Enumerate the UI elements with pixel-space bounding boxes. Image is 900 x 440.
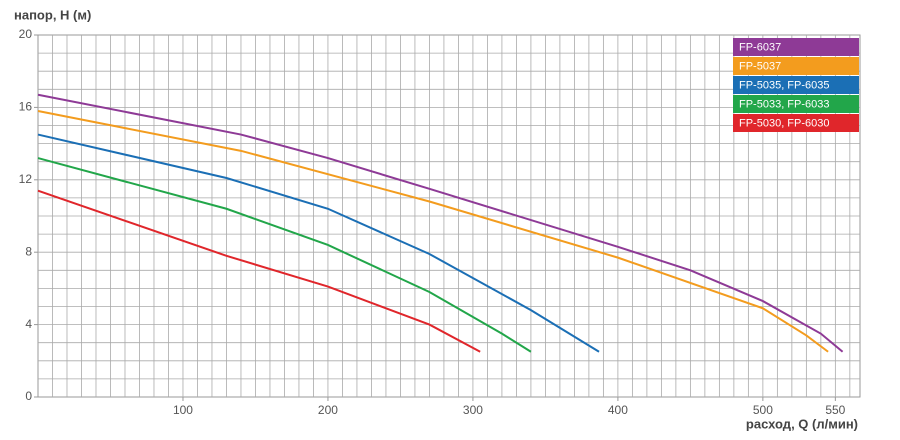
legend-swatch [733,95,859,113]
y-tick-label: 16 [19,100,33,114]
legend-label: FP-5033, FP-6033 [739,98,830,110]
x-tick-label: 550 [825,403,845,417]
legend-label: FP-5037 [739,60,781,72]
x-tick-label: 500 [753,403,773,417]
series-line [37,93,844,353]
legend-swatch [733,57,859,75]
series-line [37,157,532,353]
series-line [37,110,829,353]
legend-label: FP-6037 [739,41,781,53]
legend-swatch [733,114,859,132]
x-tick-label: 300 [463,403,483,417]
x-tick-label: 400 [608,403,628,417]
x-tick-label: 200 [318,403,338,417]
series-line [37,133,600,353]
y-tick-label: 8 [25,244,32,258]
y-axis-title: напор, H (м) [14,7,91,22]
y-tick-label: 20 [19,27,33,41]
legend-label: FP-5035, FP-6035 [739,79,830,91]
x-tick-label: 100 [173,403,193,417]
y-tick-label: 0 [25,389,32,403]
series-line [37,189,481,353]
legend-label: FP-5030, FP-6030 [739,117,830,129]
legend-swatch [733,38,859,56]
legend-swatch [733,76,859,94]
y-tick-label: 12 [19,172,33,186]
x-axis-title: расход, Q (л/мин) [746,416,858,431]
y-tick-label: 4 [25,317,32,331]
